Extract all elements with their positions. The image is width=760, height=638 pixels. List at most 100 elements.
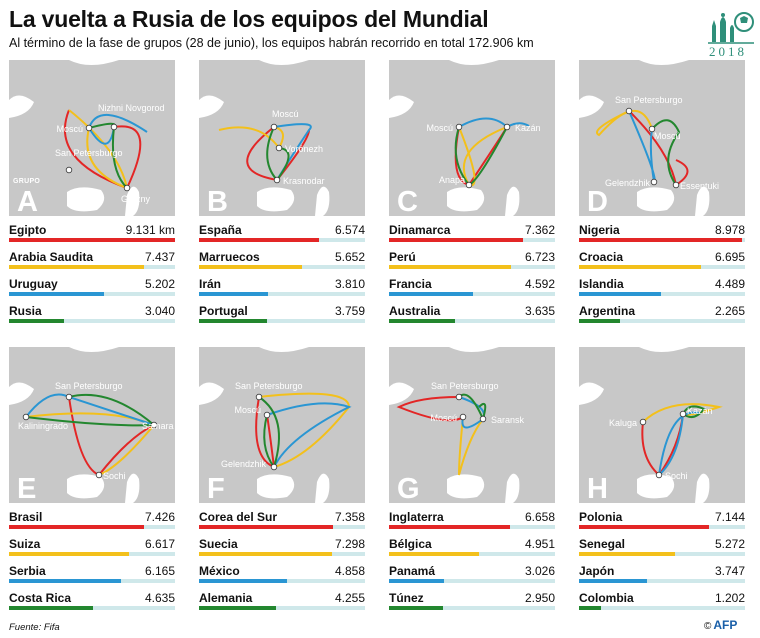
- distance-bar: [199, 606, 277, 610]
- route-map: Kaluga Kazán Sochi: [579, 347, 745, 503]
- land-shape: [579, 347, 745, 503]
- team-row: Túnez 2.950: [389, 588, 555, 615]
- copyright-symbol: ©: [704, 621, 712, 632]
- team-distance-bars: Dinamarca 7.362 Perú 6.723 Francia 4.592 Austr…: [389, 220, 555, 328]
- baltic-sea-shape: [579, 382, 604, 405]
- team-row: Inglaterra 6.658: [389, 507, 555, 534]
- white-sea-shape: [69, 347, 119, 352]
- team-distance: 4.635: [144, 591, 175, 605]
- team-row: Suiza 6.617: [9, 534, 175, 561]
- baltic-sea-shape: [389, 382, 414, 405]
- team-distance: 5.652: [334, 250, 365, 264]
- team-distance: 7.358: [334, 510, 365, 524]
- team-distance-bars: Corea del Sur 7.358 Suecia 7.298 México 4.858…: [199, 507, 365, 615]
- grupo-label: GRUPO: [13, 178, 41, 185]
- team-name: Serbia: [9, 564, 46, 578]
- caspian-sea-shape: [125, 473, 140, 503]
- page-subtitle: Al término de la fase de grupos (28 de j…: [9, 36, 534, 50]
- city-label: Sochi: [103, 471, 126, 481]
- city-marker: [625, 107, 633, 115]
- route-map: Moscú Kazán Anapa: [389, 60, 555, 216]
- distance-bar-track: [389, 292, 555, 296]
- team-distance-bars: Polonia 7.144 Senegal 5.272 Japón 3.747 Colomb…: [579, 507, 745, 615]
- distance-bar-track: [579, 552, 745, 556]
- afp-logo-text: AFP: [713, 618, 738, 632]
- team-name: Egipto: [9, 223, 47, 237]
- city-marker: [85, 124, 93, 132]
- city-label: Nizhni Novgorod: [98, 103, 165, 113]
- team-name: Rusia: [9, 304, 42, 318]
- black-sea-shape: [447, 474, 485, 499]
- route-map: San Petersburgo Moscú Saransk: [389, 347, 555, 503]
- distance-bar: [579, 606, 601, 610]
- distance-bar: [579, 579, 648, 583]
- caspian-sea-shape: [505, 473, 520, 503]
- team-distance: 6.695: [714, 250, 745, 264]
- team-name: Australia: [389, 304, 441, 318]
- city-marker: [639, 418, 647, 426]
- city-label: Samara: [142, 421, 174, 431]
- city-label: Moscú: [272, 109, 299, 119]
- city-marker: [655, 471, 663, 479]
- team-row: Dinamarca 7.362: [389, 220, 555, 247]
- land-shape: [9, 60, 175, 216]
- team-name: Corea del Sur: [199, 510, 278, 524]
- group-letter: C: [397, 186, 418, 217]
- baltic-sea-shape: [9, 382, 34, 405]
- city-marker: [65, 393, 73, 401]
- team-name: Suiza: [9, 537, 41, 551]
- baltic-sea-shape: [9, 95, 34, 118]
- distance-bar-track: [199, 525, 365, 529]
- city-label: Krasnodar: [283, 176, 325, 186]
- city-marker: [455, 123, 463, 131]
- caspian-sea-shape: [315, 186, 330, 216]
- land-shape: [9, 347, 175, 503]
- team-row: Costa Rica 4.635: [9, 588, 175, 615]
- city-label: Kaluga: [609, 418, 637, 428]
- city-label: Sochi: [665, 471, 688, 481]
- team-distance: 6.574: [334, 223, 365, 237]
- route-line-green: [651, 119, 681, 186]
- group-letter: F: [207, 473, 225, 504]
- team-name: Suecia: [199, 537, 238, 551]
- team-name: Argentina: [579, 304, 636, 318]
- city-marker: [459, 413, 467, 421]
- world-cup-2018-logo: 2018: [700, 6, 756, 60]
- team-row: Japón 3.747: [579, 561, 745, 588]
- team-name: México: [199, 564, 240, 578]
- team-distance: 7.144: [714, 510, 745, 524]
- afp-credit: © AFP: [704, 618, 737, 632]
- city-marker: [465, 181, 473, 189]
- black-sea-shape: [447, 187, 485, 212]
- city-label: Kazán: [687, 406, 713, 416]
- distance-bar: [199, 319, 268, 323]
- team-name: Túnez: [389, 591, 424, 605]
- team-row: Serbia 6.165: [9, 561, 175, 588]
- route-map: San Petersburgo Moscú Gelendzhik Essentuki: [579, 60, 745, 216]
- city-marker: [650, 178, 658, 186]
- team-row: Senegal 5.272: [579, 534, 745, 561]
- city-label: Gelendzhik: [605, 178, 651, 188]
- distance-bar-track: [579, 606, 745, 610]
- team-distance: 2.950: [524, 591, 555, 605]
- group-panel: San Petersburgo Nizhni Novgorod Moscú Grozn…: [9, 60, 175, 340]
- group-panel: San Petersburgo Moscú Saransk G Inglaterra 6.…: [389, 347, 555, 627]
- black-sea-shape: [257, 187, 295, 212]
- city-marker: [255, 393, 263, 401]
- team-row: Portugal 3.759: [199, 301, 365, 328]
- team-distance: 2.265: [714, 304, 745, 318]
- route-line-blue: [266, 402, 352, 468]
- distance-bar: [389, 238, 523, 242]
- page-title: La vuelta a Rusia de los equipos del Mun…: [9, 6, 489, 32]
- city-marker: [95, 471, 103, 479]
- team-name: Perú: [389, 250, 416, 264]
- distance-bar-track: [579, 319, 745, 323]
- white-sea-shape: [449, 60, 499, 65]
- distance-bar: [199, 579, 288, 583]
- city-label: San Petersburgo: [55, 381, 123, 391]
- caspian-sea-shape: [505, 186, 520, 216]
- distance-bar: [389, 579, 444, 583]
- route-line-green: [682, 405, 706, 419]
- group-panel: Moscú Vorónezh Krasnodar B España 6.574 Marrue…: [199, 60, 365, 340]
- distance-bar: [9, 606, 94, 610]
